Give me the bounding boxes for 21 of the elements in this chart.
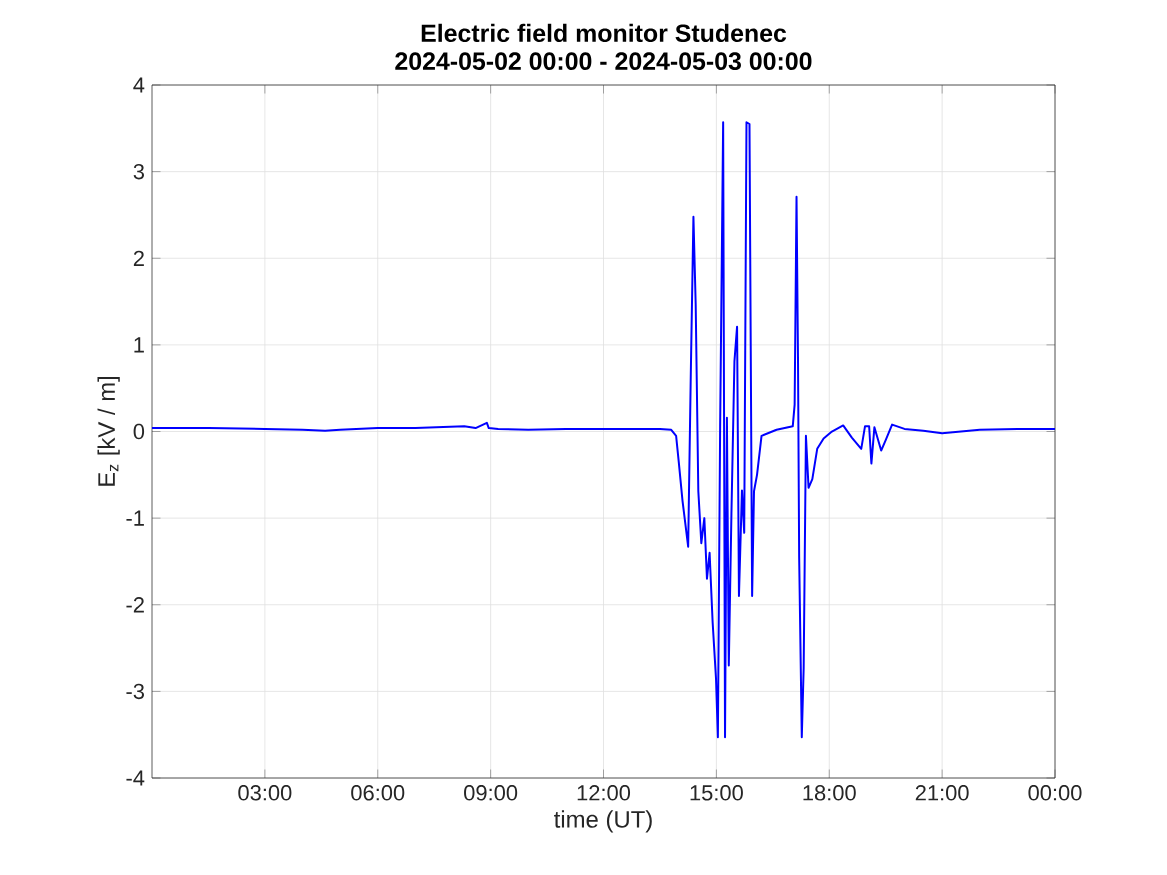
y-axis-title: E$_{z}$ [kV / m] — [97, 376, 120, 486]
y-tick-label: -3 — [126, 683, 144, 700]
y-tick-label: 4 — [133, 77, 145, 93]
x-tick-label: 00:00 — [1028, 785, 1082, 801]
x-tick-label: 06:00 — [351, 785, 405, 801]
x-tick-label: 15:00 — [690, 785, 743, 801]
chart-title: Electric field monitor Studenec — [421, 23, 787, 43]
x-tick-label: 21:00 — [915, 785, 969, 801]
y-tick-label: -2 — [126, 597, 144, 613]
y-tick-label: 0 — [133, 423, 145, 440]
y-tick-label: -4 — [126, 770, 145, 786]
x-tick-label: 03:00 — [238, 785, 292, 801]
x-tick-label: 09:00 — [464, 785, 518, 801]
y-tick-label: 1 — [134, 337, 144, 353]
chart-subtitle: 2024-05-02 00:00 - 2024-05-03 00:00 — [395, 52, 812, 70]
x-tick-label: 18:00 — [803, 785, 856, 801]
x-tick-label: 12:00 — [577, 785, 631, 801]
y-tick-label: 3 — [133, 163, 144, 180]
y-tick-label: 2 — [133, 250, 144, 266]
y-tick-label: -1 — [126, 510, 144, 526]
x-axis-title: time (UT) — [554, 810, 652, 833]
